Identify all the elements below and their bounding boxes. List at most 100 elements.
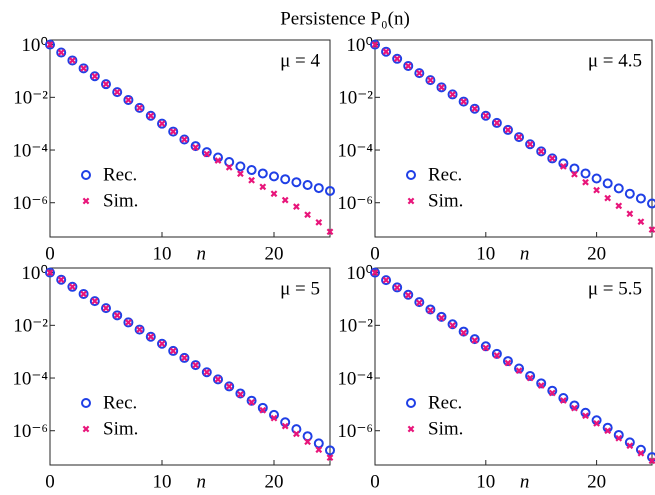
- annotation: μ = 4.5: [588, 50, 642, 71]
- marker-circle: [458, 96, 469, 107]
- x-tick-label: 0: [370, 471, 380, 492]
- x-axis-label: n: [196, 243, 206, 264]
- marker-x: [438, 83, 445, 91]
- marker-x: [504, 359, 512, 367]
- marker-x: [237, 390, 244, 398]
- marker-circle: [425, 75, 436, 86]
- x-tick-label: 10: [153, 471, 172, 492]
- marker-circle: [101, 79, 111, 90]
- y-tick-label: 10⁰: [21, 35, 48, 56]
- marker-circle: [370, 267, 380, 278]
- marker-x: [404, 291, 412, 299]
- marker-x: [248, 398, 255, 406]
- x-tick-label: 20: [265, 471, 284, 492]
- marker-x: [248, 176, 255, 184]
- y-tick-label: 10⁻⁴: [337, 140, 373, 161]
- marker-x: [571, 404, 578, 412]
- marker-circle: [78, 63, 89, 74]
- marker-x: [415, 69, 423, 77]
- marker-x: [113, 311, 121, 319]
- marker-circle: [56, 274, 67, 285]
- marker-circle: [235, 161, 246, 172]
- marker-circle: [280, 174, 291, 185]
- marker-circle: [257, 402, 268, 413]
- marker-circle: [414, 68, 425, 79]
- marker-x: [471, 336, 479, 344]
- marker-x: [315, 218, 323, 226]
- marker-x: [80, 64, 87, 72]
- marker-circle: [536, 378, 547, 389]
- marker-x: [460, 329, 468, 337]
- marker-x: [69, 57, 76, 64]
- legend-marker: [81, 170, 91, 180]
- marker-circle: [145, 331, 156, 342]
- marker-x: [427, 76, 434, 84]
- marker-x: [147, 112, 155, 120]
- legend-marker: [81, 398, 91, 408]
- marker-circle: [257, 168, 268, 179]
- x-tick-label: 10: [153, 243, 172, 264]
- axes-frame: [374, 39, 653, 238]
- legend-marker: [407, 197, 415, 205]
- marker-circle: [112, 87, 123, 98]
- marker-circle: [436, 311, 447, 322]
- y-tick-label: 10⁻⁶: [337, 421, 373, 442]
- marker-circle: [213, 374, 223, 385]
- legend-label: Rec.: [103, 392, 137, 413]
- marker-x: [270, 414, 278, 422]
- marker-x: [203, 368, 211, 376]
- marker-x: [582, 412, 589, 420]
- marker-x: [91, 72, 99, 80]
- marker-x: [559, 162, 567, 170]
- marker-x: [214, 375, 222, 383]
- marker-circle: [469, 103, 480, 114]
- marker-x: [315, 446, 323, 454]
- x-tick-label: 20: [587, 243, 606, 264]
- marker-circle: [67, 55, 78, 66]
- marker-x: [259, 183, 267, 191]
- marker-x: [382, 48, 390, 56]
- marker-circle: [602, 178, 613, 189]
- marker-circle: [514, 363, 525, 374]
- marker-circle: [145, 110, 156, 121]
- marker-circle: [624, 188, 635, 199]
- legend-label: Sim.: [428, 190, 463, 211]
- legend-label: Sim.: [428, 418, 463, 439]
- marker-x: [181, 354, 188, 362]
- marker-x: [604, 194, 612, 202]
- marker-x: [371, 41, 379, 49]
- y-tick-label: 10⁻²: [13, 88, 48, 109]
- marker-circle: [157, 118, 167, 129]
- marker-circle: [246, 395, 257, 406]
- marker-circle: [425, 304, 436, 315]
- marker-x: [158, 120, 166, 128]
- y-tick-label: 10⁻²: [338, 88, 373, 109]
- marker-circle: [157, 338, 167, 349]
- marker-circle: [112, 310, 123, 321]
- marker-x: [626, 442, 634, 450]
- marker-circle: [246, 165, 257, 176]
- marker-x: [169, 128, 177, 135]
- y-tick-label: 10⁻⁴: [12, 368, 48, 389]
- marker-circle: [123, 94, 134, 105]
- x-tick-label: 10: [476, 243, 495, 264]
- figure-title: Persistence P₀(n): [280, 8, 410, 29]
- marker-x: [648, 457, 655, 465]
- marker-x: [548, 389, 556, 397]
- marker-circle: [302, 431, 313, 442]
- marker-x: [293, 430, 300, 438]
- marker-x: [427, 306, 434, 314]
- marker-x: [102, 80, 110, 88]
- marker-circle: [201, 147, 212, 158]
- marker-circle: [67, 281, 78, 292]
- annotation: μ = 4: [280, 50, 320, 71]
- marker-x: [493, 119, 501, 127]
- marker-circle: [647, 198, 655, 209]
- marker-x: [136, 326, 143, 333]
- x-axis-label: n: [520, 243, 530, 264]
- marker-x: [615, 434, 623, 442]
- marker-x: [449, 321, 456, 329]
- marker-x: [559, 397, 567, 404]
- legend-marker: [407, 425, 415, 433]
- marker-circle: [480, 110, 491, 121]
